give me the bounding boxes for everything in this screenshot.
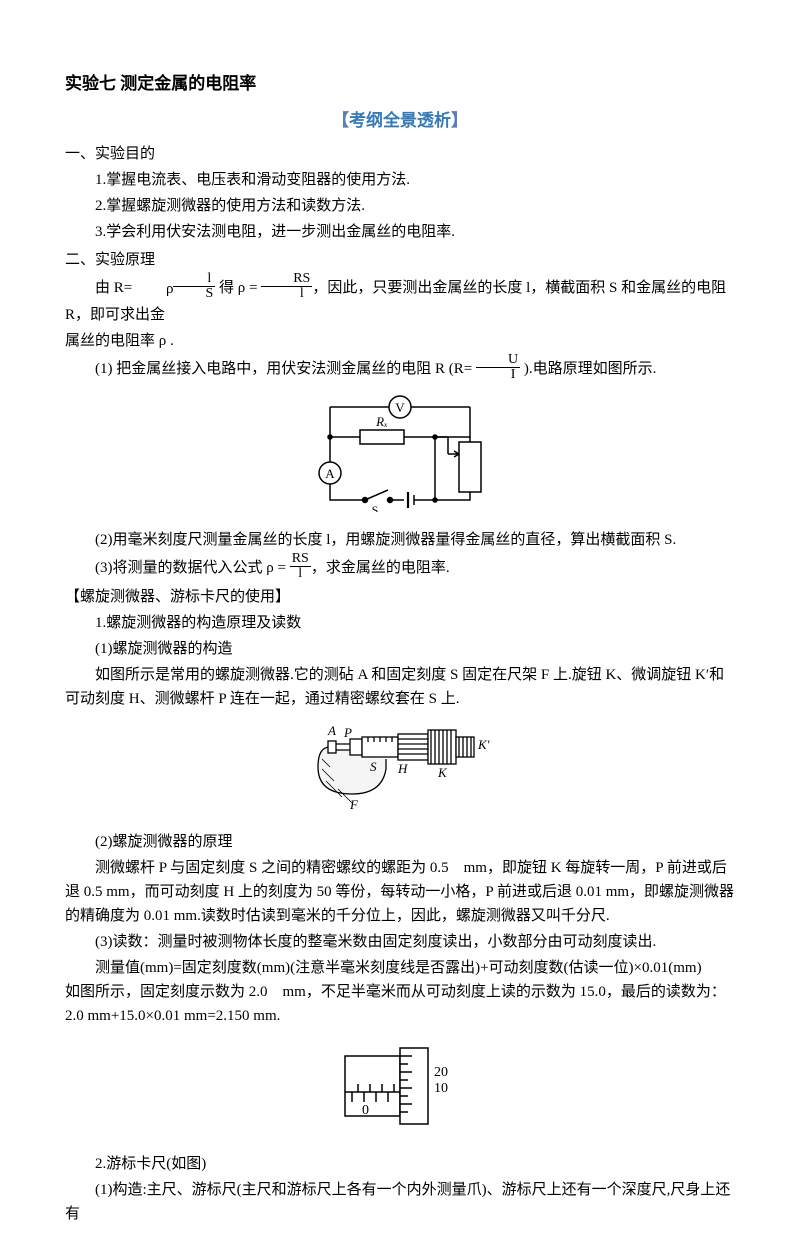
ammeter-label: A: [325, 466, 335, 481]
label-p: P: [343, 725, 352, 740]
micrometer-h1-3: (3)读数：测量时被测物体长度的整毫米数由固定刻度读出，小数部分由可动刻度读出.: [65, 930, 735, 954]
fraction-u-over-i: UI: [476, 353, 520, 382]
frac-num: l: [173, 272, 215, 287]
label-s: S: [370, 759, 377, 774]
voltmeter-label: V: [395, 400, 405, 415]
frac-num: U: [476, 353, 520, 368]
micrometer-p1: 如图所示是常用的螺旋测微器.它的测砧 A 和固定刻度 S 固定在尺架 F 上.旋…: [65, 663, 735, 711]
text-part: (1) 把金属丝接入电路中，用伏安法测金属丝的电阻 R (R=: [95, 361, 472, 377]
section-2-head: 二、实验原理: [65, 248, 735, 272]
frac-num: RS: [261, 272, 312, 287]
frac-den: l: [261, 287, 312, 301]
micrometer-p2: 测微螺杆 P 与固定刻度 S 之间的精密螺纹的螺距为 0.5 mm，即旋钮 K …: [65, 856, 735, 928]
micrometer-svg: A P S H K K' F: [300, 719, 500, 814]
micrometer-h1-2: (2)螺旋测微器的原理: [65, 830, 735, 854]
label-f: F: [349, 797, 359, 812]
sec1-item1: 1.掌握电流表、电压表和滑动变阻器的使用方法.: [65, 168, 735, 192]
sec2-item1: (1) 把金属丝接入电路中，用伏安法测金属丝的电阻 R (R= UI ).电路原…: [65, 355, 735, 384]
micrometer-p3: 测量值(mm)=固定刻度数(mm)(注意半毫米刻度线是否露出)+可动刻度数(估读…: [65, 956, 735, 1028]
fraction-l-over-s: lS: [173, 272, 215, 301]
gauge-figure: 20 10 0: [65, 1036, 735, 1144]
label-h: H: [397, 761, 408, 776]
frac-den: S: [173, 287, 215, 301]
fraction-rs-over-l: RSl: [261, 272, 312, 301]
micrometer-h1-1: (1)螺旋测微器的构造: [65, 637, 735, 661]
sec2-item3: (3)将测量的数据代入公式 ρ = RSl，求金属丝的电阻率.: [65, 554, 735, 583]
label-a: A: [327, 723, 336, 738]
subtitle: 【考纲全景透析】: [65, 107, 735, 134]
label-k: K: [437, 765, 448, 780]
frac-den: I: [476, 368, 520, 382]
vernier-h2: 2.游标卡尺(如图): [65, 1152, 735, 1176]
text-part: 由 R=: [95, 280, 132, 296]
sec1-item3: 3.学会利用伏安法测电阻，进一步测出金属丝的电阻率.: [65, 220, 735, 244]
gauge-svg: 20 10 0: [330, 1036, 470, 1136]
subtitle-bracket-right: 】: [451, 111, 468, 130]
sec1-item2: 2.掌握螺旋测微器的使用方法和读数方法.: [65, 194, 735, 218]
gauge-10: 10: [434, 1081, 448, 1096]
rho-symbol: ρ: [136, 277, 174, 301]
gauge-20: 20: [434, 1065, 448, 1080]
vernier-p1: (1)构造:主尺、游标尺(主尺和游标尺上各有一个内外测量爪)、游标尺上还有一个深…: [65, 1178, 735, 1226]
micrometer-head: 【螺旋测微器、游标卡尺的使用】: [65, 585, 735, 609]
sec2-line1: 由 R= ρlS 得 ρ = RSl，因此，只要测出金属丝的长度 l，横截面积 …: [65, 274, 735, 327]
micrometer-figure: A P S H K K' F: [65, 719, 735, 822]
circuit-svg: V A Rₓ S: [300, 392, 500, 512]
text-part: (3)将测量的数据代入公式 ρ =: [95, 560, 286, 576]
fraction-rs-over-l-2: RSl: [290, 552, 311, 581]
subtitle-bracket-left: 【: [332, 111, 349, 130]
rx-label: Rₓ: [375, 414, 388, 429]
subtitle-text: 考纲全景透析: [349, 111, 451, 130]
circuit-figure: V A Rₓ S: [65, 392, 735, 520]
frac-num: RS: [290, 552, 311, 567]
text-part: ，求金属丝的电阻率.: [311, 560, 450, 576]
label-kp: K': [477, 737, 490, 752]
switch-label: S: [372, 503, 379, 512]
section-1-head: 一、实验目的: [65, 142, 735, 166]
sec2-item2: (2)用毫米刻度尺测量金属丝的长度 l，用螺旋测微器量得金属丝的直径，算出横截面…: [65, 528, 735, 552]
gauge-0: 0: [362, 1103, 369, 1118]
text-part: 得 ρ =: [219, 280, 257, 296]
page-title: 实验七 测定金属的电阻率: [65, 70, 735, 97]
sec2-line1-cont: 属丝的电阻率 ρ .: [65, 329, 735, 353]
micrometer-h1: 1.螺旋测微器的构造原理及读数: [65, 611, 735, 635]
text-part: ).电路原理如图所示.: [524, 361, 657, 377]
frac-den: l: [290, 567, 311, 581]
